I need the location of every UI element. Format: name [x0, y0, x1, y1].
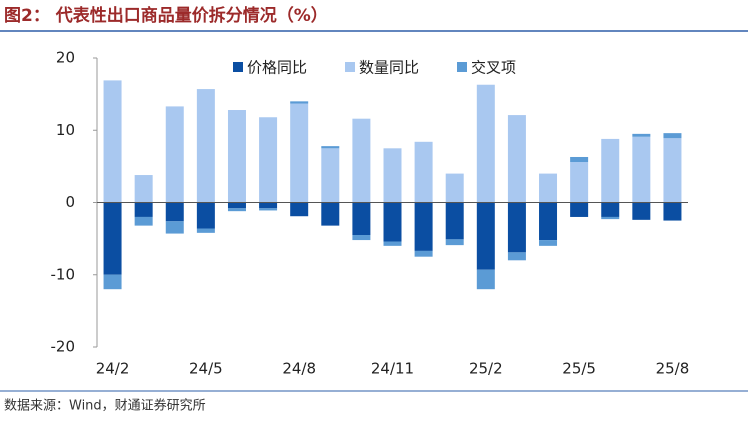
bar [352, 202, 371, 236]
x-tick-label: 25/2 [469, 360, 503, 378]
legend-label: 价格同比 [247, 59, 307, 77]
legend-swatch [233, 62, 243, 72]
y-tick-label: -20 [51, 338, 76, 356]
bar [227, 110, 246, 203]
bar [196, 228, 215, 233]
legend-label: 交叉项 [471, 59, 516, 77]
bar [476, 84, 495, 203]
y-tick-label: 0 [65, 193, 75, 211]
bar [290, 103, 309, 203]
bar [352, 118, 371, 203]
bar [507, 202, 526, 253]
bar [601, 138, 620, 203]
bar [134, 216, 153, 226]
bar [601, 216, 620, 220]
legend-swatch [345, 62, 355, 72]
x-tick-label: 25/8 [656, 360, 690, 378]
bar [259, 202, 278, 209]
bar [383, 202, 402, 242]
bar [383, 148, 402, 203]
bar [445, 173, 464, 203]
bar [632, 136, 651, 203]
bar [445, 202, 464, 240]
bar [663, 138, 682, 203]
bar [663, 202, 682, 221]
bar [103, 274, 122, 290]
bar [103, 202, 122, 275]
bar [539, 202, 558, 241]
bar [227, 202, 246, 209]
source-note: 数据来源：Wind，财通证券研究所 [4, 398, 206, 414]
bar [290, 101, 309, 104]
legend-label: 数量同比 [359, 59, 419, 77]
bar [259, 208, 278, 211]
bar [445, 239, 464, 246]
x-tick-label: 24/5 [189, 360, 223, 378]
bar [134, 175, 153, 203]
bar [196, 202, 215, 229]
legend-swatch [457, 62, 467, 72]
bar [507, 115, 526, 203]
bar [196, 89, 215, 203]
bar [103, 80, 122, 203]
x-tick-label: 25/5 [562, 360, 596, 378]
bar [632, 202, 651, 220]
bar [601, 202, 620, 217]
bar [321, 202, 340, 226]
bar [165, 202, 184, 222]
y-tick-label: 10 [56, 121, 75, 139]
bar [663, 133, 682, 139]
bar [570, 202, 589, 217]
bar [414, 202, 433, 251]
y-tick-label: 20 [56, 49, 75, 67]
bar [414, 250, 433, 257]
bar [134, 202, 153, 217]
bar [321, 148, 340, 203]
x-tick-label: 24/11 [371, 360, 414, 378]
bar [227, 208, 246, 212]
chart-title: 图2： 代表性出口商品量价拆分情况（%） [4, 5, 328, 26]
y-tick-label: -10 [51, 265, 76, 283]
bar [165, 106, 184, 203]
x-tick-label: 24/2 [96, 360, 130, 378]
bar [476, 202, 495, 270]
bar [352, 235, 371, 241]
bar [165, 221, 184, 234]
bar [507, 252, 526, 261]
bar [570, 162, 589, 203]
bar [259, 117, 278, 203]
bar [570, 156, 589, 163]
x-tick-label: 24/8 [282, 360, 316, 378]
bar [476, 269, 495, 290]
bar [539, 173, 558, 203]
bar [632, 133, 651, 137]
bar [290, 202, 309, 217]
bar [321, 146, 340, 149]
bar [539, 240, 558, 246]
bar [383, 241, 402, 246]
bar [414, 141, 433, 203]
